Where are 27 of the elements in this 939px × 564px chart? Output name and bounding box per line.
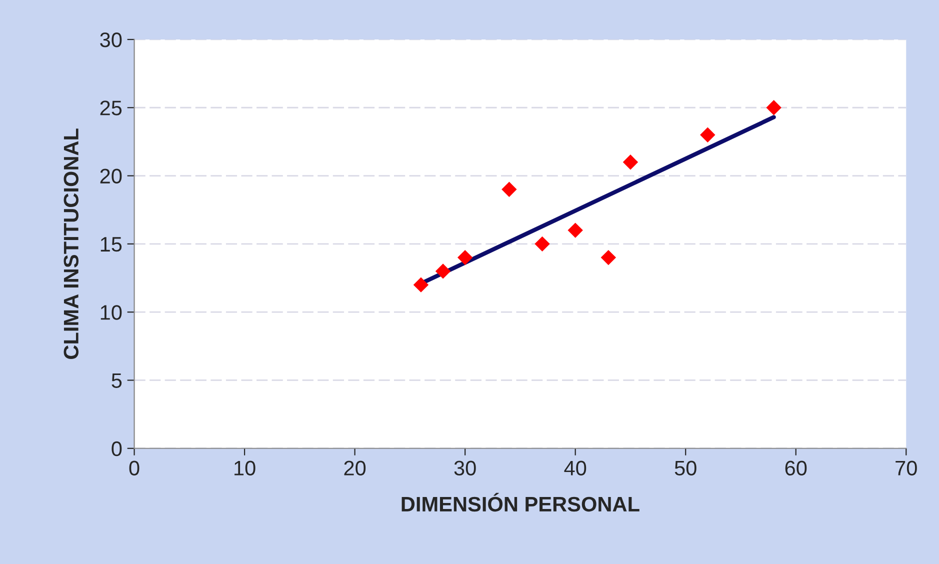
y-tick-label: 20 xyxy=(100,168,122,184)
x-tick-label: 50 xyxy=(674,460,696,476)
point xyxy=(457,250,473,266)
x-tick-label: 10 xyxy=(234,460,256,476)
x-tick-label: 20 xyxy=(344,460,366,476)
point xyxy=(435,264,451,279)
point xyxy=(413,277,429,292)
y-tick-label: 30 xyxy=(100,32,122,48)
y-axis-title: CLIMA INSTITUCIONAL xyxy=(64,128,79,359)
point xyxy=(534,236,550,252)
x-tick-label: 70 xyxy=(896,460,917,476)
x-axis-title: DIMENSIÓN PERSONAL xyxy=(402,492,640,512)
y-tick-label: 10 xyxy=(100,305,122,320)
point xyxy=(766,100,782,116)
y-tick-label: 5 xyxy=(112,373,122,388)
point xyxy=(502,182,517,198)
x-tick-label: 60 xyxy=(785,460,807,476)
x-tick-label: 30 xyxy=(454,460,476,476)
x-tick-label: 40 xyxy=(564,460,586,476)
point xyxy=(700,127,716,142)
y-tick-label: 25 xyxy=(100,100,122,116)
y-tick-label: 15 xyxy=(100,237,122,252)
x-tick-label: 0 xyxy=(129,460,140,476)
y-tick-label: 0 xyxy=(112,441,122,456)
point xyxy=(622,154,638,170)
point xyxy=(600,250,616,266)
point xyxy=(568,222,583,238)
